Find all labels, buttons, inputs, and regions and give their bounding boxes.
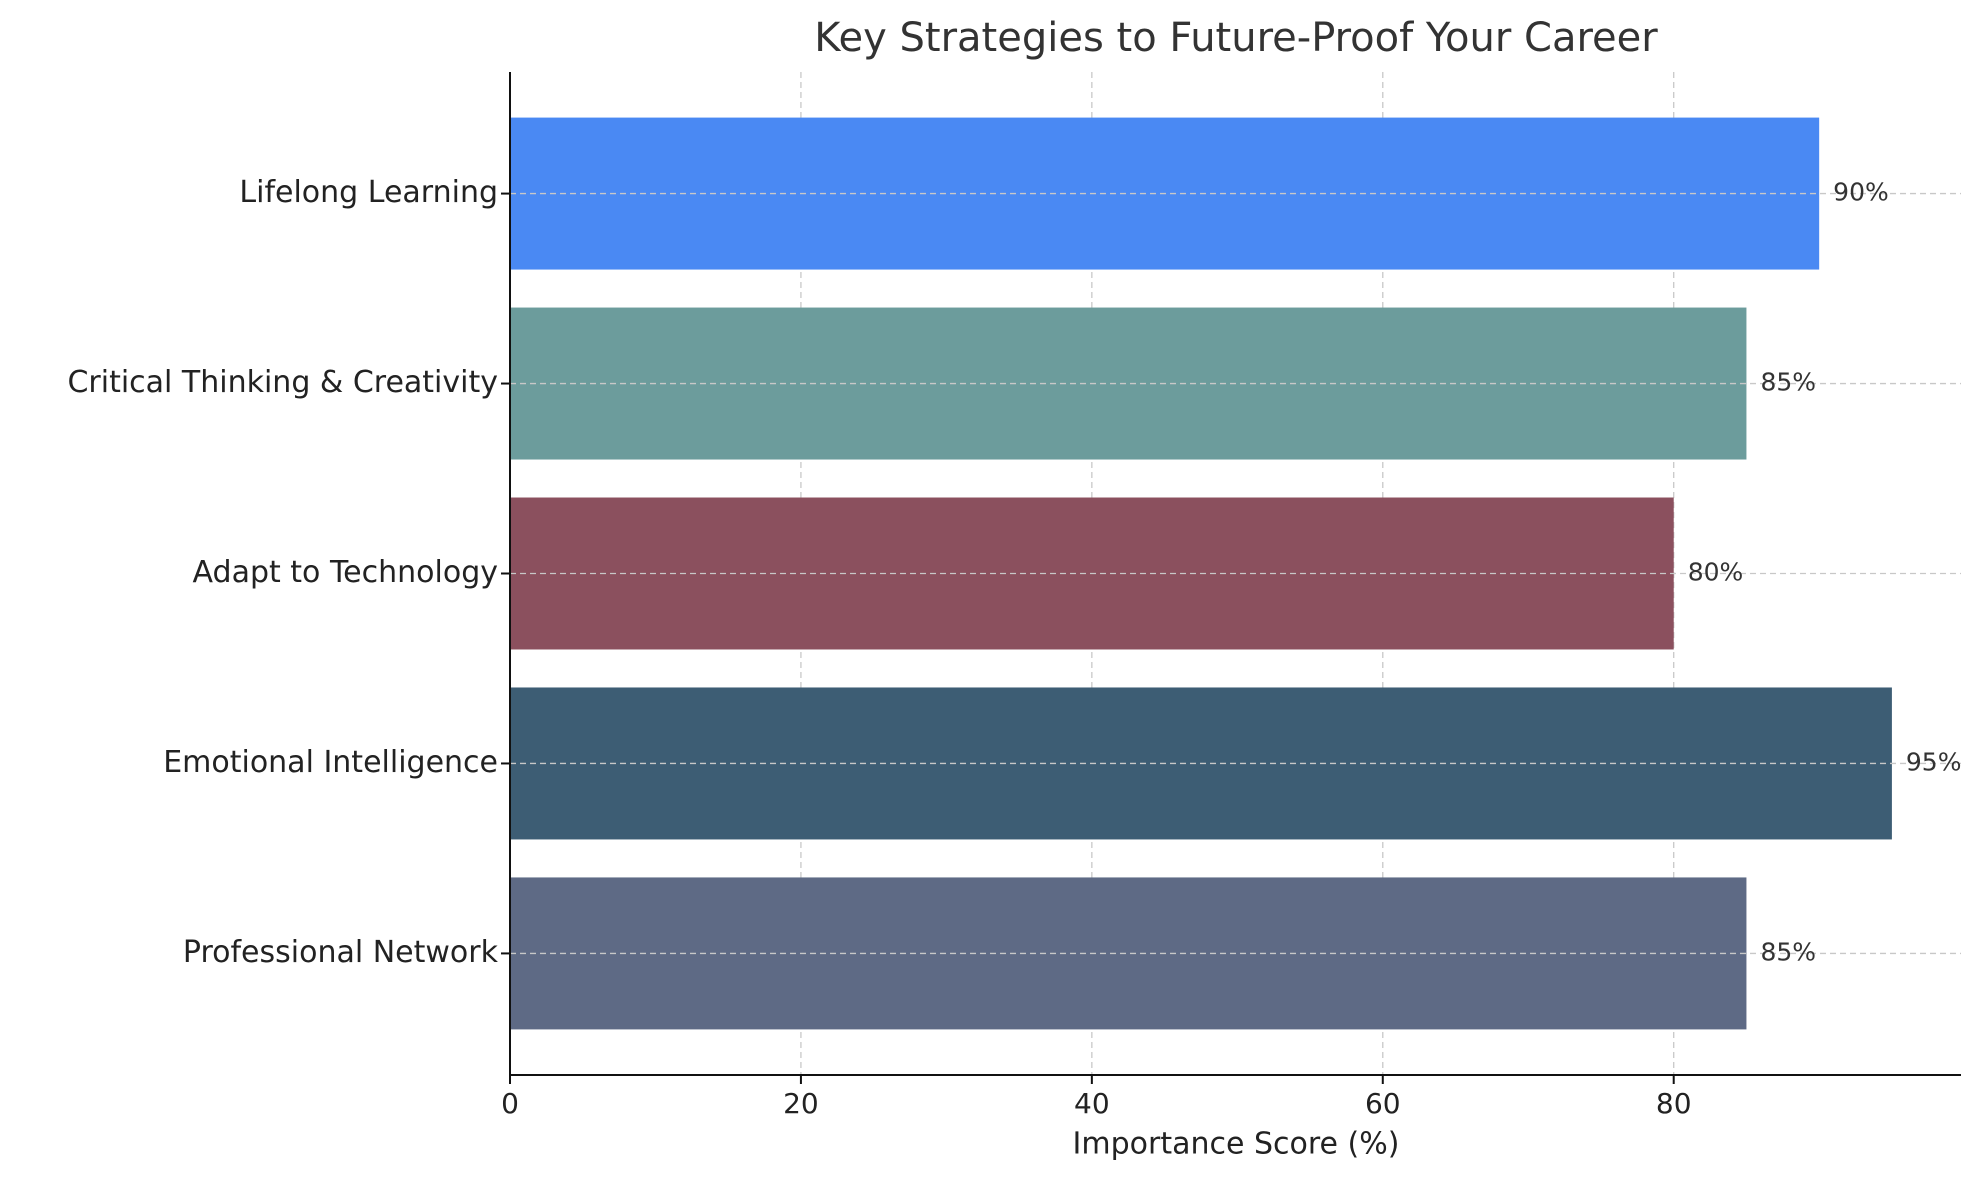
x-tick-label: 60	[1365, 1087, 1401, 1120]
y-tick-label: Emotional Intelligence	[163, 745, 498, 780]
value-label: 80%	[1688, 558, 1744, 587]
value-label: 95%	[1906, 747, 1962, 776]
x-axis-label: Importance Score (%)	[1073, 1127, 1400, 1162]
value-label: 90%	[1833, 178, 1889, 207]
value-label: 85%	[1760, 368, 1816, 397]
y-tick-label: Critical Thinking & Creativity	[67, 365, 498, 400]
y-tick-label: Lifelong Learning	[239, 175, 498, 210]
value-label: 85%	[1760, 937, 1816, 966]
y-tick-label: Professional Network	[183, 935, 499, 970]
y-tick-label: Adapt to Technology	[193, 555, 498, 590]
x-tick-label: 0	[501, 1087, 519, 1120]
x-tick-label: 20	[783, 1087, 819, 1120]
x-tick-label: 80	[1656, 1087, 1692, 1120]
chart-title: Key Strategies to Future-Proof Your Care…	[814, 15, 1658, 61]
x-tick-label: 40	[1074, 1087, 1110, 1120]
